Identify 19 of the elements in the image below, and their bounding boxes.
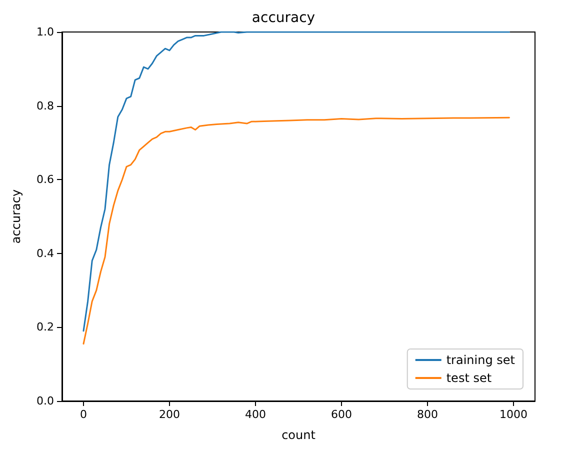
legend-label: test set xyxy=(446,371,492,385)
y-axis-title: accuracy xyxy=(9,189,23,244)
y-tick-label: 0.2 xyxy=(36,320,54,334)
x-tick-label: 0 xyxy=(80,408,87,421)
y-tick-label: 1.0 xyxy=(36,26,54,38)
x-tick-label: 800 xyxy=(417,408,438,421)
chart-title: accuracy xyxy=(252,10,316,26)
y-tick-label: 0.8 xyxy=(36,99,54,112)
x-tick-label: 600 xyxy=(331,408,352,421)
y-tick-label: 0.0 xyxy=(36,394,54,408)
line-series xyxy=(82,31,510,332)
y-tick-label: 0.6 xyxy=(36,173,54,186)
x-tick-label: 200 xyxy=(159,408,180,421)
x-axis-title: count xyxy=(282,428,316,442)
line-series xyxy=(82,116,510,345)
y-tick-label: 0.4 xyxy=(36,246,54,260)
x-tick-label: 1000 xyxy=(500,408,528,421)
x-tick-label: 400 xyxy=(245,408,266,421)
legend-label: training set xyxy=(446,353,516,367)
